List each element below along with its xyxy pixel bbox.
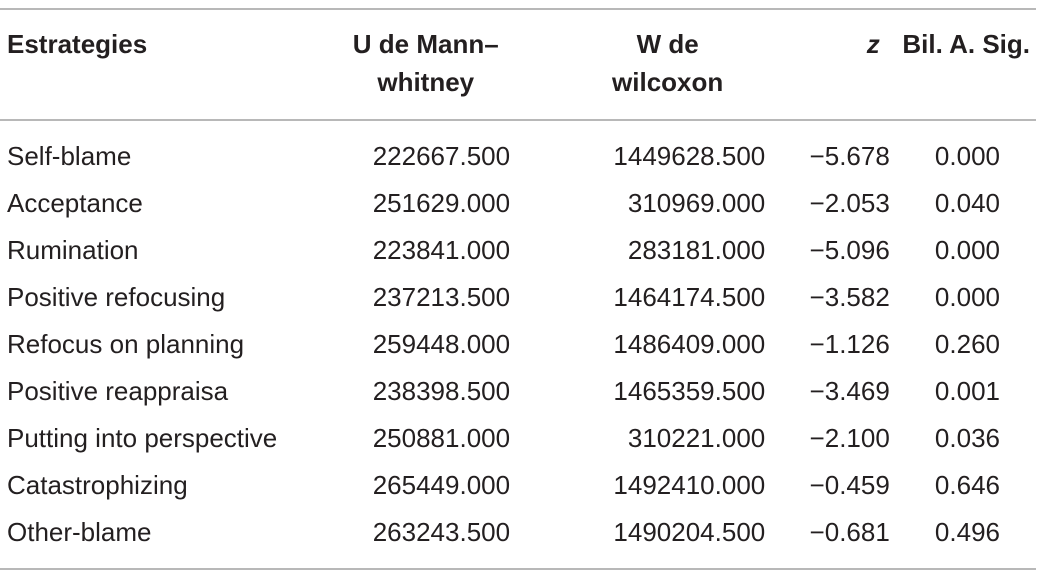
cell-sig: 0.496 <box>934 517 1000 547</box>
results-table: Estrategies U de Mann– whitney W de wilc… <box>0 8 1036 570</box>
table-row: Positive reappraisa 238398.500 1465359.5… <box>0 368 1036 415</box>
cell-w: 1490204.500 <box>613 517 766 547</box>
header-bil-a-sig: Bil. A. Sig. <box>890 9 1036 120</box>
cell-strategy: Positive reappraisa <box>7 376 229 406</box>
cell-sig: 0.260 <box>934 329 1000 359</box>
header-u-line1: U de Mann– <box>352 29 499 59</box>
cell-z: −0.681 <box>809 517 890 547</box>
header-z: z <box>765 9 890 120</box>
cell-strategy: Other-blame <box>7 517 152 547</box>
table-header: Estrategies U de Mann– whitney W de wilc… <box>0 9 1036 120</box>
header-u-mann-whitney: U de Mann– whitney <box>301 9 510 120</box>
header-w-line1: W de <box>636 29 699 59</box>
cell-strategy: Rumination <box>7 235 139 265</box>
cell-w: 283181.000 <box>627 235 766 265</box>
cell-sig: 0.000 <box>934 235 1000 265</box>
cell-u: 259448.000 <box>372 329 511 359</box>
cell-u: 263243.500 <box>372 517 511 547</box>
cell-u: 223841.000 <box>372 235 511 265</box>
cell-z: −5.678 <box>809 141 890 171</box>
cell-w: 310221.000 <box>627 423 766 453</box>
cell-w: 1449628.500 <box>613 141 766 171</box>
cell-w: 1492410.000 <box>613 470 766 500</box>
cell-z: −3.582 <box>809 282 890 312</box>
header-u-line2: whitney <box>377 67 475 97</box>
table-row: Catastrophizing 265449.000 1492410.000 −… <box>0 462 1036 509</box>
cell-u: 222667.500 <box>372 141 511 171</box>
table-row: Positive refocusing 237213.500 1464174.5… <box>0 274 1036 321</box>
cell-sig: 0.036 <box>934 423 1000 453</box>
cell-strategy: Acceptance <box>7 188 143 218</box>
cell-z: −2.100 <box>809 423 890 453</box>
cell-z: −5.096 <box>809 235 890 265</box>
table-row: Putting into perspective 250881.000 3102… <box>0 415 1036 462</box>
cell-strategy: Self-blame <box>7 141 132 171</box>
cell-strategy: Refocus on planning <box>7 329 245 359</box>
cell-strategy: Positive refocusing <box>7 282 226 312</box>
cell-strategy: Catastrophizing <box>7 470 188 500</box>
table-body: Self-blame 222667.500 1449628.500 −5.678… <box>0 120 1036 569</box>
cell-sig: 0.000 <box>934 282 1000 312</box>
table-row: Rumination 223841.000 283181.000 −5.096 … <box>0 227 1036 274</box>
cell-u: 238398.500 <box>372 376 511 406</box>
cell-w: 310969.000 <box>627 188 766 218</box>
cell-u: 251629.000 <box>372 188 511 218</box>
table-row: Refocus on planning 259448.000 1486409.0… <box>0 321 1036 368</box>
cell-sig: 0.646 <box>934 470 1000 500</box>
cell-sig: 0.040 <box>934 188 1000 218</box>
cell-u: 237213.500 <box>372 282 511 312</box>
cell-strategy: Putting into perspective <box>7 423 278 453</box>
cell-z: −2.053 <box>809 188 890 218</box>
header-z-line1: z <box>866 29 880 59</box>
cell-z: −0.459 <box>809 470 890 500</box>
cell-w: 1486409.000 <box>613 329 766 359</box>
cell-w: 1464174.500 <box>613 282 766 312</box>
header-estrategies: Estrategies <box>0 9 301 120</box>
header-sig-line1: Bil. A. Sig. <box>902 29 1030 59</box>
header-estrategies-line1: Estrategies <box>7 29 148 59</box>
cell-sig: 0.001 <box>934 376 1000 406</box>
table-row: Self-blame 222667.500 1449628.500 −5.678… <box>0 120 1036 180</box>
cell-sig: 0.000 <box>934 141 1000 171</box>
header-w-line2: wilcoxon <box>612 67 724 97</box>
header-row: Estrategies U de Mann– whitney W de wilc… <box>0 9 1036 120</box>
table-row: Acceptance 251629.000 310969.000 −2.053 … <box>0 180 1036 227</box>
header-w-wilcoxon: W de wilcoxon <box>510 9 765 120</box>
cell-u: 250881.000 <box>372 423 511 453</box>
cell-z: −1.126 <box>809 329 890 359</box>
cell-w: 1465359.500 <box>613 376 766 406</box>
table-row: Other-blame 263243.500 1490204.500 −0.68… <box>0 509 1036 569</box>
cell-z: −3.469 <box>809 376 890 406</box>
cell-u: 265449.000 <box>372 470 511 500</box>
